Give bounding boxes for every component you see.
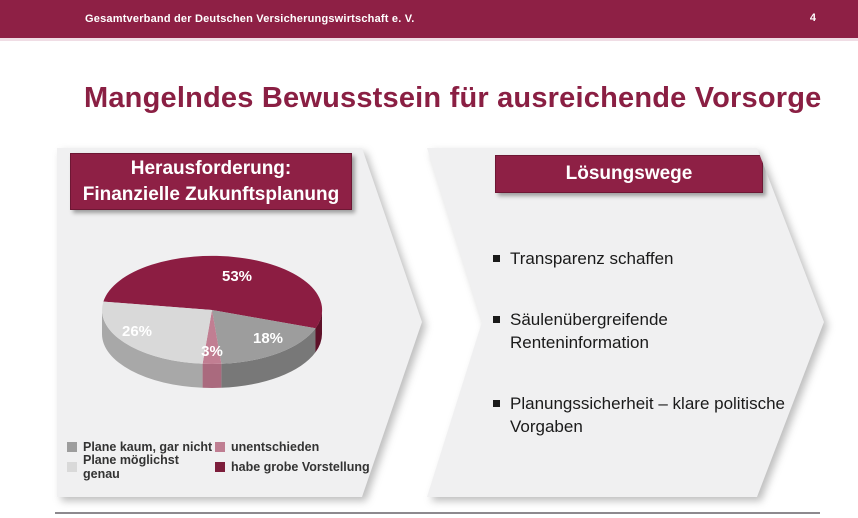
legend-swatch-plane-genau xyxy=(67,462,77,472)
bullet-square-icon xyxy=(493,316,500,323)
solution-text: Transparenz schaffen xyxy=(510,249,674,268)
legend-item: Plane kaum, gar nicht xyxy=(67,440,215,454)
pie-side-plane-kaum xyxy=(221,328,316,388)
challenge-panel: Herausforderung: Finanzielle Zukunftspla… xyxy=(57,148,422,497)
pie-label-18: 18% xyxy=(253,330,283,347)
challenge-header-line2: Finanzielle Zukunftsplanung xyxy=(82,184,340,205)
header-bar: Gesamtverband der Deutschen Versicherung… xyxy=(0,0,858,38)
pie-side-unentschieden xyxy=(202,363,222,388)
pie-side-plane-moeglichst-genau xyxy=(102,310,203,388)
legend-row: Plane möglichst genau habe grobe Vorstel… xyxy=(67,453,412,481)
challenge-panel-shape: Herausforderung: Finanzielle Zukunftspla… xyxy=(57,148,422,497)
footer-line xyxy=(55,512,820,514)
solution-text: Säulenübergreifende Renteninformation xyxy=(510,310,668,352)
solutions-panel-shape: Lösungswege Transparenz schaffen Säulenü… xyxy=(427,148,824,497)
slide-title: Mangelndes Bewusstsein für ausreichende … xyxy=(84,82,822,114)
legend-item: Plane möglichst genau xyxy=(67,453,215,481)
legend-label: Plane möglichst genau xyxy=(83,453,179,481)
pie-slice-grobe-vorstellung xyxy=(103,255,323,329)
pie-label-3: 3% xyxy=(201,343,223,360)
legend-swatch-unentschieden xyxy=(215,442,225,452)
list-item: Planungssicherheit – klare politische Vo… xyxy=(493,392,798,438)
challenge-header-box: Herausforderung: Finanzielle Zukunftspla… xyxy=(70,153,352,210)
pie-legend: Plane kaum, gar nicht unentschieden Plan… xyxy=(67,437,412,481)
pie-slice-plane-moeglichst-genau xyxy=(102,301,212,364)
pie-label-53: 53% xyxy=(222,268,252,285)
pie-chart: 53% 18% 3% 26% xyxy=(102,255,323,388)
legend-label: habe grobe Vorstellung xyxy=(231,460,370,474)
legend-label: Plane kaum, gar nicht xyxy=(83,440,213,454)
bullet-square-icon xyxy=(493,400,500,407)
solutions-header-box: Lösungswege xyxy=(495,155,763,193)
header-underline xyxy=(0,38,858,41)
pie-slice-plane-kaum xyxy=(212,310,316,364)
solutions-panel: Lösungswege Transparenz schaffen Säulenü… xyxy=(427,148,824,497)
list-item: Säulenübergreifende Renteninformation xyxy=(493,308,798,354)
pie-label-26: 26% xyxy=(122,323,152,340)
pie-slice-unentschieden xyxy=(202,310,222,364)
legend-swatch-plane-kaum xyxy=(67,442,77,452)
bullet-square-icon xyxy=(493,255,500,262)
legend-label: unentschieden xyxy=(231,440,320,454)
solutions-header-label: Lösungswege xyxy=(565,163,693,184)
legend-swatch-grobe-vorstellung xyxy=(215,462,225,472)
organization-name: Gesamtverband der Deutschen Versicherung… xyxy=(85,13,415,25)
legend-item: habe grobe Vorstellung xyxy=(215,460,370,474)
list-item: Transparenz schaffen xyxy=(493,247,798,270)
solution-text: Planungssicherheit – klare politische Vo… xyxy=(510,394,785,436)
challenge-header-line1: Herausforderung: xyxy=(130,158,292,179)
legend-item: unentschieden xyxy=(215,440,319,454)
page-number: 4 xyxy=(809,12,816,24)
legend-row: Plane kaum, gar nicht unentschieden xyxy=(67,437,412,457)
pie-side-grobe-vorstellung xyxy=(315,310,322,353)
solutions-list: Transparenz schaffen Säulenübergreifende… xyxy=(493,238,798,476)
